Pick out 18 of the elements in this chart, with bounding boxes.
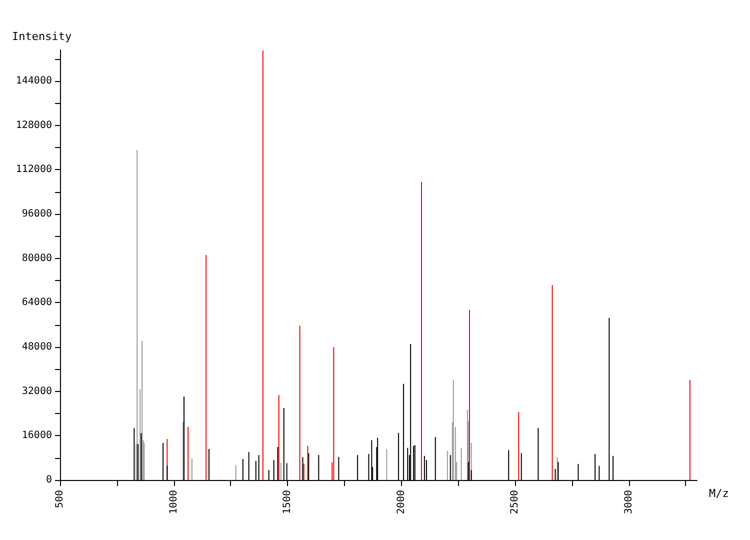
x-tick-label: 1500: [282, 490, 293, 514]
y-tick-label: 32000: [22, 386, 52, 397]
y-axis-title: Intensity: [12, 30, 72, 43]
y-tick-label: 96000: [22, 208, 52, 220]
y-tick-label: 48000: [22, 342, 52, 353]
y-tick-label: 80000: [22, 252, 52, 264]
x-tick-label: 2500: [510, 490, 520, 514]
y-tick-label: 16000: [22, 430, 52, 442]
y-tick-label: 128000: [16, 120, 52, 131]
y-tick-label: 144000: [16, 76, 52, 87]
x-tick-label: 3000: [623, 490, 634, 514]
y-tick-label: 64000: [22, 297, 52, 308]
x-axis-title: M/z: [709, 487, 729, 500]
x-tick-label: 2000: [396, 490, 407, 514]
x-tick-label: 1000: [168, 490, 180, 514]
y-tick-label: 112000: [16, 164, 52, 176]
y-tick-label: 0: [46, 474, 52, 486]
x-tick-label: 500: [54, 490, 66, 508]
